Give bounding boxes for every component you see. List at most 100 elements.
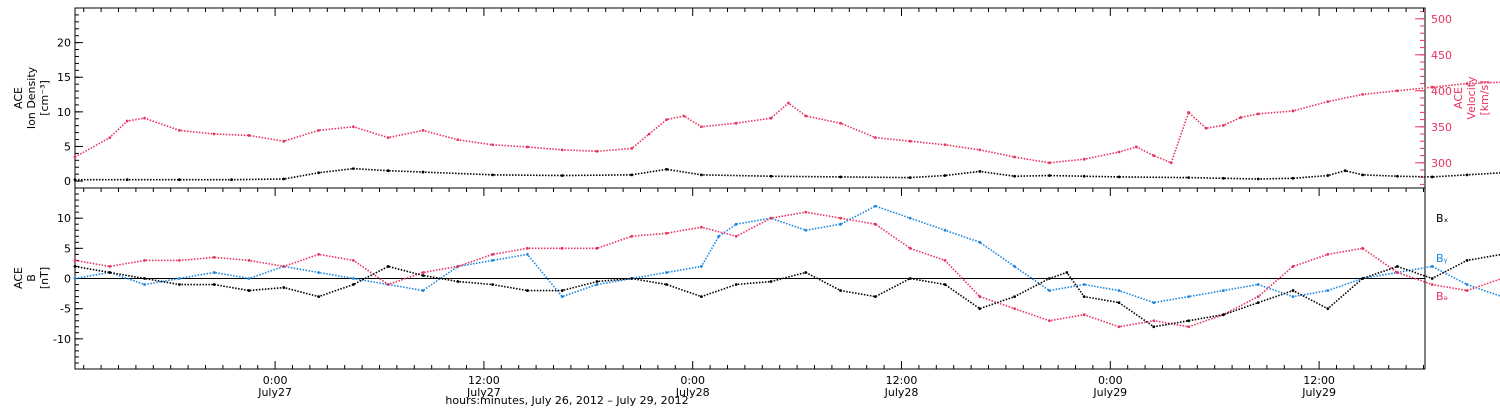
bottom-left-axis-label-2: B [25,274,38,282]
bz-point [1430,283,1434,286]
density-point [1082,174,1086,178]
velocity-point [682,114,686,118]
bz-point [1013,307,1016,311]
top-right-tick-label: 400 [1431,85,1452,98]
bz-point [1465,289,1469,292]
bx-point [1082,295,1086,298]
bz-point [804,210,808,214]
velocity-point [908,139,912,143]
by-point [352,277,355,280]
bx-point [1187,319,1190,323]
bx-point [874,295,877,298]
by-point [1326,289,1330,292]
by-point [491,259,494,262]
density-point [421,170,425,174]
velocity-point [1013,155,1016,159]
velocity-point [1222,123,1225,127]
x-tick-date: July27 [466,386,501,399]
by-point [1048,289,1051,292]
by-point [804,228,808,232]
by-point [1222,289,1225,292]
legend-bx: Bₓ [1436,212,1449,225]
top-right-axis-label-2: Velocity [1465,76,1478,120]
bx-point [108,271,112,274]
by-point [943,228,947,232]
density-point [1222,176,1225,180]
density-point [560,174,564,177]
x-tick-time: 12:00 [886,374,918,387]
bx-point [1465,259,1469,262]
x-tick-date: July28 [675,386,710,399]
bz-point [317,252,320,256]
velocity-point [560,148,564,152]
velocity-point [491,143,494,147]
bottom-left-axis-label-3: [nT] [38,267,51,289]
density-point [1048,174,1051,177]
by-point [73,277,77,280]
velocity-point [352,125,355,129]
bx-point [804,271,808,274]
by-point [1430,265,1434,268]
x-tick-time: 0:00 [1098,374,1123,387]
top-panel-frame [74,7,1426,189]
bz-point [73,259,77,262]
bottom-left-axis-label-1: ACE [12,267,25,289]
bx-point [1256,301,1260,305]
velocity-point [700,125,703,129]
bx-point [734,283,738,286]
velocity-point [1135,145,1138,149]
velocity-point [787,101,790,105]
velocity-point [247,134,251,137]
density-point [1291,176,1295,180]
bx-point [1152,325,1156,329]
density-point [700,173,703,177]
bz-point [1291,265,1295,268]
x-tick-time: 12:00 [468,374,500,387]
by-point [1152,301,1156,305]
density-point [769,174,773,178]
velocity-point [421,129,425,132]
velocity-point [1465,82,1469,85]
density-point [908,176,912,180]
bx-point [1065,271,1069,274]
velocity-point [1396,89,1399,93]
density-point [1396,174,1399,178]
density-point [1465,173,1469,177]
velocity-point [1048,161,1051,165]
bz-point [1082,313,1086,317]
density-point [1117,175,1121,179]
bz-point [247,259,251,262]
density-point [665,167,668,171]
by-point [665,271,668,274]
density-point [630,173,634,177]
bz-point [178,259,181,262]
by-point [717,234,721,238]
velocity-point [1187,111,1190,114]
bz-point [1396,271,1399,274]
velocity-point [874,136,877,140]
bx-point [526,289,529,292]
by-point [839,222,842,226]
bx-point [665,283,668,286]
bz-point [560,246,564,250]
by-point [1187,295,1190,298]
velocity-point [526,145,529,149]
top-left-axis-label-2: Ion Density [25,66,38,129]
bz-point [665,231,668,235]
velocity-point [804,114,808,118]
top-right-tick-label: 300 [1431,157,1452,170]
by-point [247,277,251,280]
velocity-point [1169,161,1173,165]
bottom-left-tick-label: 10 [57,212,71,225]
top-right-axis-label-1: ACE [1452,87,1465,109]
bottom-left-tick-label: 0 [64,273,71,286]
bz-point [908,246,912,250]
velocity-point [73,155,77,159]
velocity-point [386,136,390,140]
velocity-point [456,138,460,142]
by-point [1117,289,1121,292]
velocity-point [1204,126,1208,130]
bx-point [1117,301,1121,305]
bx-point [908,277,912,280]
velocity-point [1082,157,1086,161]
